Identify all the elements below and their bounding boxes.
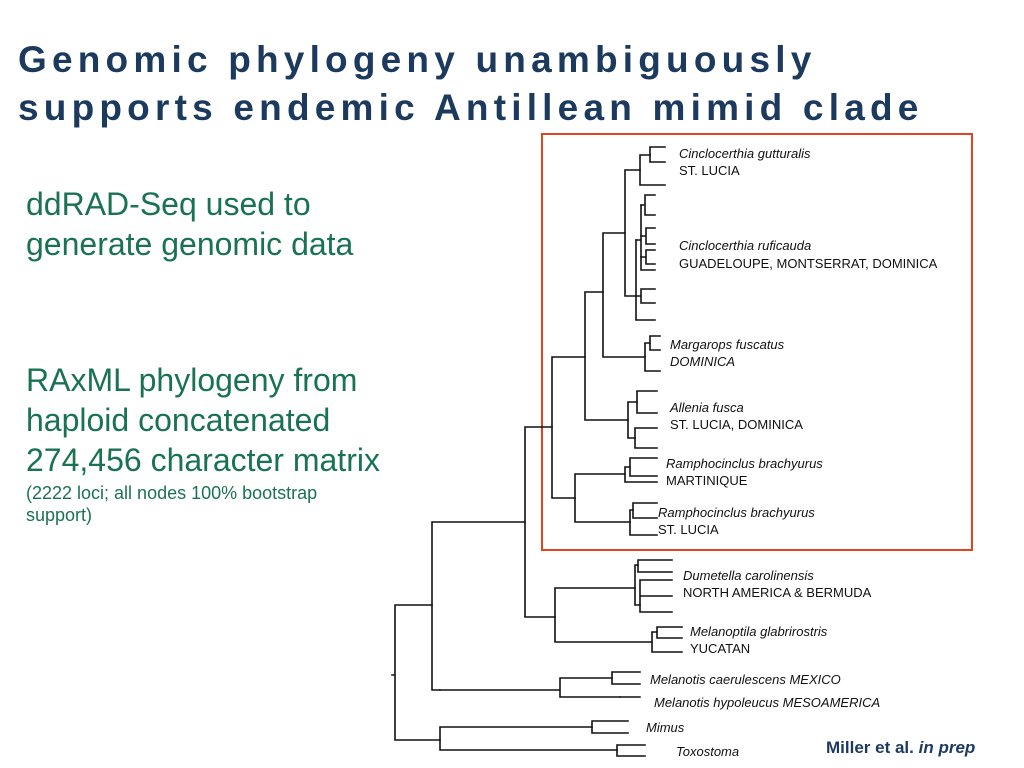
taxon-label: Cinclocerthia gutturalis <box>679 146 811 161</box>
locale-label: ST. LUCIA, DOMINICA <box>670 417 803 432</box>
taxon-label: Dumetella carolinensis <box>683 568 814 583</box>
locale-label: YUCATAN <box>690 641 750 656</box>
taxon-label: Cinclocerthia ruficauda <box>679 238 811 253</box>
locale-label: MARTINIQUE <box>666 473 748 488</box>
taxon-labels: Cinclocerthia gutturalis ST. LUCIA Cincl… <box>646 146 938 759</box>
taxon-label: Melanoptila glabrirostris <box>690 624 828 639</box>
bootstrap-note: (2222 loci; all nodes 100% bootstrap sup… <box>26 482 380 526</box>
taxon-label: Ramphocinclus brachyurus <box>666 456 823 471</box>
taxon-label: Allenia fusca <box>669 400 744 415</box>
note-line: (2222 loci; all nodes 100% bootstrap <box>26 483 318 503</box>
bullet-ddrad: ddRAD-Seq used to generate genomic data <box>26 184 353 264</box>
citation-authors: Miller et al. <box>826 738 914 757</box>
taxon-label: Margarops fuscatus <box>670 337 785 352</box>
bullet-line: generate genomic data <box>26 226 354 262</box>
taxon-label: Melanotis hypoleucus MESOAMERICA <box>654 695 880 710</box>
note-line: support) <box>26 505 93 525</box>
slide-title: Genomic phylogeny unambiguously supports… <box>18 36 1018 132</box>
bullet-line: haploid concatenated <box>26 402 331 438</box>
tree-branch <box>391 604 441 741</box>
locale-label: GUADELOUPE, MONTSERRAT, DOMINICA <box>679 256 938 271</box>
tree-branches <box>391 146 683 757</box>
citation-status: in prep <box>918 738 976 757</box>
citation: Miller et al. in prep <box>826 738 975 758</box>
locale-label: ST. LUCIA <box>679 163 740 178</box>
bullet-raxml: RAxML phylogeny from haploid concatenate… <box>26 360 380 526</box>
locale-label: ST. LUCIA <box>658 522 719 537</box>
antillean-clade-highlight-box <box>541 133 973 551</box>
bullet-line: 274,456 character matrix <box>26 442 380 478</box>
bullet-line: RAxML phylogeny from <box>26 362 358 398</box>
taxon-label: Toxostoma <box>676 744 739 759</box>
bullet-line: ddRAD-Seq used to <box>26 186 311 222</box>
title-line-1: Genomic phylogeny unambiguously <box>18 39 817 80</box>
taxon-label: Melanotis caerulescens MEXICO <box>650 672 841 687</box>
taxon-label: Mimus <box>646 720 685 735</box>
taxon-label: Ramphocinclus brachyurus <box>658 505 815 520</box>
locale-label: NORTH AMERICA & BERMUDA <box>683 585 872 600</box>
locale-label: DOMINICA <box>670 354 735 369</box>
title-line-2: supports endemic Antillean mimid clade <box>18 87 924 128</box>
